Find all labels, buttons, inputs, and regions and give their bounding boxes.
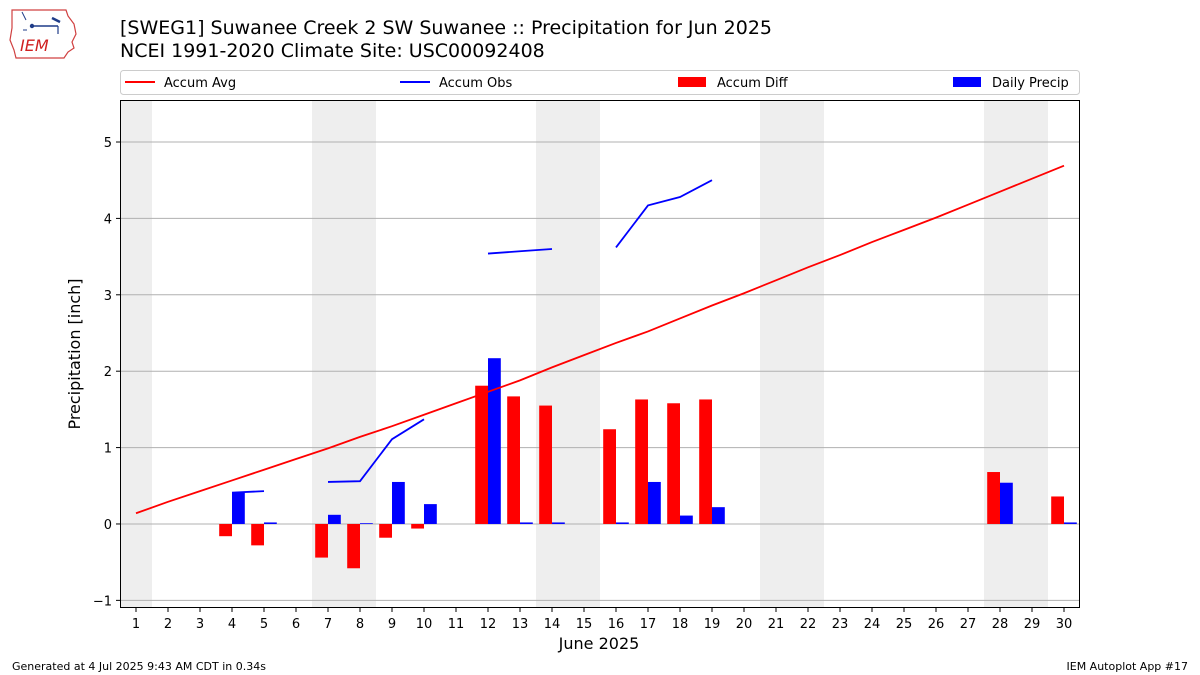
accum-diff-bar xyxy=(315,523,328,558)
chart-subtitle: NCEI 1991-2020 Climate Site: USC00092408 xyxy=(120,40,545,62)
lines xyxy=(135,164,1065,515)
legend-swatch-bar xyxy=(678,77,706,87)
accum-diff-bar xyxy=(411,523,424,529)
x-tick-label: 1 xyxy=(132,617,140,632)
accum-obs-line xyxy=(231,490,265,494)
y-axis-label: Precipitation [inch] xyxy=(65,278,84,429)
x-tick-label: 17 xyxy=(640,617,657,632)
daily-precip-bar xyxy=(360,523,373,524)
accum-diff-bar xyxy=(699,399,712,524)
x-tick-label: 6 xyxy=(292,617,300,632)
accum-obs-line xyxy=(487,248,553,255)
daily-precip-bar xyxy=(1064,522,1077,524)
accum-obs-line xyxy=(327,418,425,483)
x-tick-label: 18 xyxy=(672,617,689,632)
x-tick-label: 25 xyxy=(896,617,913,632)
x-tick-label: 23 xyxy=(832,617,849,632)
legend-swatch-bar xyxy=(953,77,981,87)
x-tick-label: 10 xyxy=(416,617,433,632)
daily-precip-bar xyxy=(392,481,405,524)
accum-diff-bar xyxy=(539,405,552,524)
legend-label: Accum Avg xyxy=(164,76,236,91)
x-tick-label: 20 xyxy=(736,617,753,632)
accum-diff-bar xyxy=(987,472,1000,524)
x-axis-label: June 2025 xyxy=(558,634,640,653)
x-tick-label: 28 xyxy=(992,617,1009,632)
bars xyxy=(219,358,1077,569)
iem-logo: IEM xyxy=(9,9,77,59)
logo-text: IEM xyxy=(20,36,49,55)
daily-precip-bar xyxy=(232,492,245,524)
daily-precip-bar xyxy=(680,515,693,524)
chart-title: [SWEG1] Suwanee Creek 2 SW Suwanee :: Pr… xyxy=(120,17,773,39)
x-tick-label: 5 xyxy=(260,617,268,632)
x-tick-label: 24 xyxy=(864,617,881,632)
x-tick-label: 29 xyxy=(1024,617,1041,632)
legend-label: Daily Precip xyxy=(992,76,1069,91)
accum-diff-bar xyxy=(347,523,360,569)
legend: Accum Avg Accum Obs Accum Diff Daily Precip xyxy=(120,70,1080,95)
accum-avg-line xyxy=(135,164,1065,515)
daily-precip-bar xyxy=(616,522,629,524)
y-tick-label: 5 xyxy=(104,136,112,151)
daily-precip-bar xyxy=(1000,482,1013,524)
generated-note: Generated at 4 Jul 2025 9:43 AM CDT in 0… xyxy=(12,660,266,673)
legend-box xyxy=(120,70,1080,95)
daily-precip-bar xyxy=(648,481,661,524)
accum-diff-bar xyxy=(379,523,392,538)
accum-diff-bar xyxy=(219,523,232,537)
daily-precip-bar xyxy=(712,507,725,524)
x-tick-label: 7 xyxy=(324,617,332,632)
legend-label: Accum Diff xyxy=(717,76,789,91)
x-tick-label: 26 xyxy=(928,617,945,632)
weekend-band xyxy=(760,100,824,608)
x-tick-label: 2 xyxy=(164,617,172,632)
y-tick-label: 3 xyxy=(104,289,112,304)
accum-obs-line xyxy=(615,179,713,248)
weekend-band xyxy=(536,100,600,608)
x-tick-label: 9 xyxy=(388,617,396,632)
x-tick-label: 16 xyxy=(608,617,625,632)
grid-lines xyxy=(120,141,1080,601)
y-tick-label: 4 xyxy=(104,212,112,227)
x-tick-label: 12 xyxy=(480,617,497,632)
y-tick-label: −1 xyxy=(93,594,112,609)
accum-diff-bar xyxy=(475,385,488,524)
x-tick-label: 8 xyxy=(356,617,364,632)
daily-precip-bar xyxy=(264,522,277,524)
x-tick-label: 21 xyxy=(768,617,785,632)
y-tick-label: 0 xyxy=(104,518,112,533)
x-tick-label: 13 xyxy=(512,617,529,632)
x-tick-label: 3 xyxy=(196,617,204,632)
accum-diff-bar xyxy=(1051,496,1064,524)
daily-precip-bar xyxy=(488,358,501,524)
plot-frame xyxy=(120,100,1080,608)
x-tick-label: 30 xyxy=(1056,617,1073,632)
daily-precip-bar xyxy=(424,504,437,524)
app-note: IEM Autoplot App #17 xyxy=(1066,660,1189,673)
y-tick-label: 2 xyxy=(104,365,112,380)
accum-diff-bar xyxy=(603,429,616,524)
x-tick-label: 4 xyxy=(228,617,236,632)
daily-precip-bar xyxy=(328,514,341,524)
legend-label: Accum Obs xyxy=(439,76,512,91)
daily-precip-bar xyxy=(520,522,533,524)
daily-precip-bar xyxy=(552,522,565,524)
accum-diff-bar xyxy=(635,399,648,524)
accum-diff-bar xyxy=(507,396,520,524)
x-tick-label: 27 xyxy=(960,617,977,632)
x-tick-label: 19 xyxy=(704,617,721,632)
accum-diff-bar xyxy=(667,403,680,524)
x-tick-label: 11 xyxy=(448,617,465,632)
x-tick-label: 22 xyxy=(800,617,817,632)
y-tick-label: 1 xyxy=(104,442,112,457)
weekend-band xyxy=(120,100,152,608)
x-tick-label: 14 xyxy=(544,617,561,632)
x-tick-label: 15 xyxy=(576,617,593,632)
accum-diff-bar xyxy=(251,523,264,546)
